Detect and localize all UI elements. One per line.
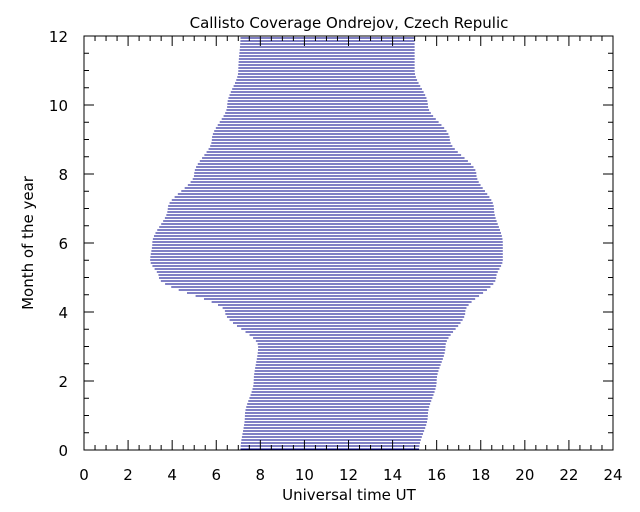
x-axis-label: Universal time UT [282, 486, 417, 504]
x-tick-label: 4 [167, 466, 177, 484]
y-axis-label: Month of the year [19, 175, 37, 310]
x-tick-label: 22 [559, 466, 578, 484]
y-axis: 0 2 4 6 8 10 12 [49, 28, 613, 460]
x-tick-label: 8 [256, 466, 266, 484]
x-tick-label: 2 [123, 466, 133, 484]
x-tick-label: 0 [79, 466, 89, 484]
y-tick-label: 8 [58, 166, 68, 184]
y-tick-label: 12 [49, 28, 68, 46]
x-tick-label: 16 [427, 466, 446, 484]
y-tick-label: 4 [58, 304, 68, 322]
y-tick-label: 2 [58, 373, 68, 391]
y-tick-label: 0 [58, 442, 68, 460]
x-tick-label: 24 [603, 466, 622, 484]
x-tick-label: 18 [471, 466, 490, 484]
coverage-band [150, 37, 503, 450]
x-tick-label: 12 [339, 466, 358, 484]
y-tick-label: 6 [58, 235, 68, 253]
x-tick-label: 10 [295, 466, 314, 484]
x-tick-label: 14 [383, 466, 402, 484]
y-tick-label: 10 [49, 97, 68, 115]
x-tick-label: 20 [515, 466, 534, 484]
chart-title: Callisto Coverage Ondrejov, Czech Repuli… [190, 14, 509, 32]
x-tick-label: 6 [211, 466, 221, 484]
x-axis: 0 2 4 6 8 10 12 14 16 18 20 22 24 [79, 36, 623, 484]
